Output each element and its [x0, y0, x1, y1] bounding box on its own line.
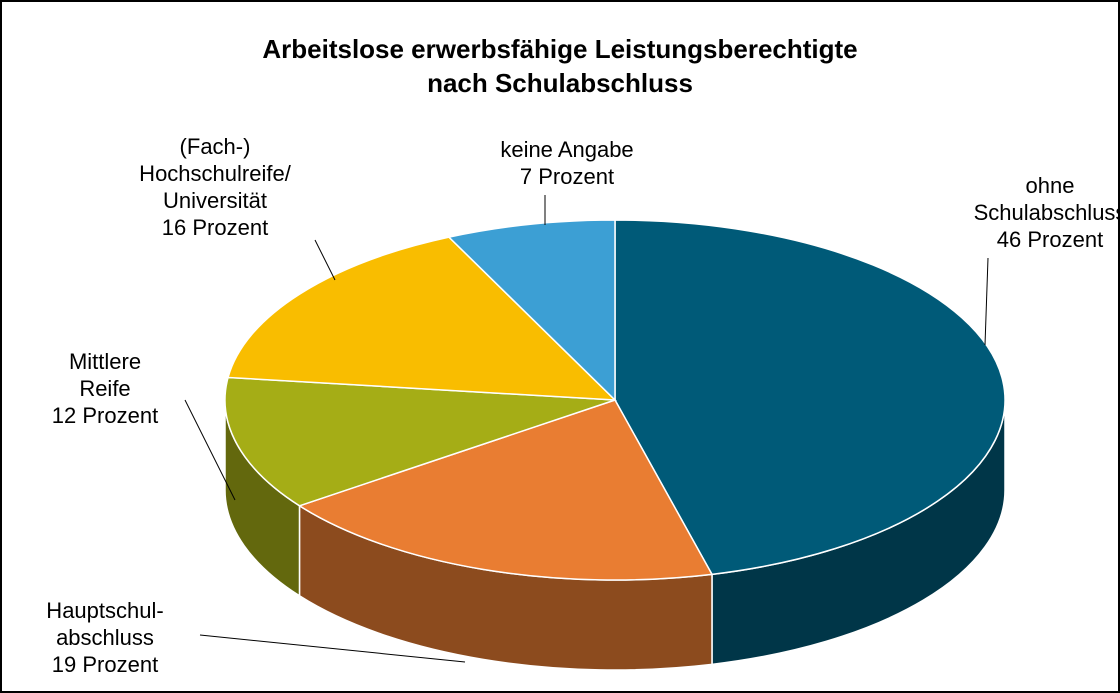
category-label: (Fach-) Hochschulreife/ Universität	[139, 134, 291, 213]
leader-line	[314, 239, 336, 281]
value-label: 7 Prozent	[519, 164, 615, 189]
leader-line	[984, 257, 989, 346]
value-label: 19 Prozent	[51, 652, 159, 677]
value-label: 16 Prozent	[161, 215, 269, 240]
value-label: 46 Prozent	[996, 227, 1104, 252]
leader-line	[199, 634, 466, 663]
data-label: Hauptschul- abschluss 19 Prozent	[46, 597, 163, 678]
slice	[297, 399, 714, 581]
slice	[614, 219, 1006, 576]
slice	[447, 219, 616, 402]
category-label: ohne Schulabschluss	[973, 173, 1120, 225]
data-label: ohne Schulabschluss 46 Prozent	[974, 172, 1120, 253]
data-label: (Fach-) Hochschulreife/ Universität 16 Pr…	[139, 133, 291, 241]
data-label: keine Angabe 7 Prozent	[500, 136, 633, 190]
category-label: Hauptschul- abschluss	[46, 598, 164, 650]
chart-title: Arbeitslose erwerbsfähige Leistungsberec…	[262, 34, 858, 98]
category-label: Mittlere Reife	[68, 349, 142, 401]
slice	[227, 236, 617, 401]
slice	[224, 376, 616, 507]
value-label: 12 Prozent	[51, 403, 159, 428]
category-label: keine Angabe	[500, 137, 634, 162]
data-label: Mittlere Reife 12 Prozent	[52, 348, 158, 429]
leader-line	[184, 399, 236, 501]
